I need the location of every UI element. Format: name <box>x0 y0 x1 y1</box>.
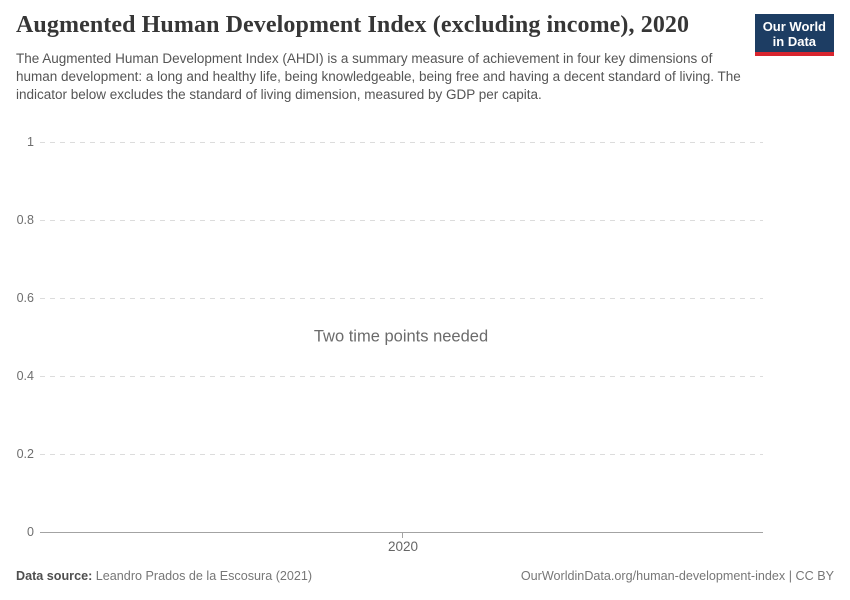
y-tick-label: 0.2 <box>16 447 34 461</box>
gridline <box>40 298 763 299</box>
owid-link[interactable]: OurWorldinData.org/human-development-ind… <box>520 569 834 583</box>
data-source-label: Data source: <box>16 569 93 583</box>
owid-logo-line2: in Data <box>772 34 817 49</box>
chart-subtitle: The Augmented Human Development Index (A… <box>16 51 741 102</box>
y-tick-label: 1 <box>27 135 34 149</box>
x-tick-label: 2020 <box>387 539 419 554</box>
gridline <box>40 376 763 377</box>
page-title: Augmented Human Development Index (exclu… <box>16 12 690 38</box>
gridline <box>40 142 763 143</box>
chart-empty-message: Two time points needed <box>313 327 489 346</box>
y-tick-label: 0.8 <box>16 213 34 227</box>
data-source-value: Leandro Prados de la Escosura (2021) <box>92 569 313 583</box>
y-tick-label: 0.4 <box>16 369 34 383</box>
y-tick-label: 0 <box>27 525 34 539</box>
gridline <box>40 220 763 221</box>
x-axis-tick <box>402 533 403 538</box>
x-axis-line <box>40 532 763 533</box>
owid-logo-line1: Our World <box>762 19 826 34</box>
owid-logo[interactable]: Our World in Data <box>754 14 834 56</box>
gridline <box>40 454 763 455</box>
data-source-note: Data source: Leandro Prados de la Escosu… <box>16 569 312 583</box>
y-tick-label: 0.6 <box>16 291 34 305</box>
